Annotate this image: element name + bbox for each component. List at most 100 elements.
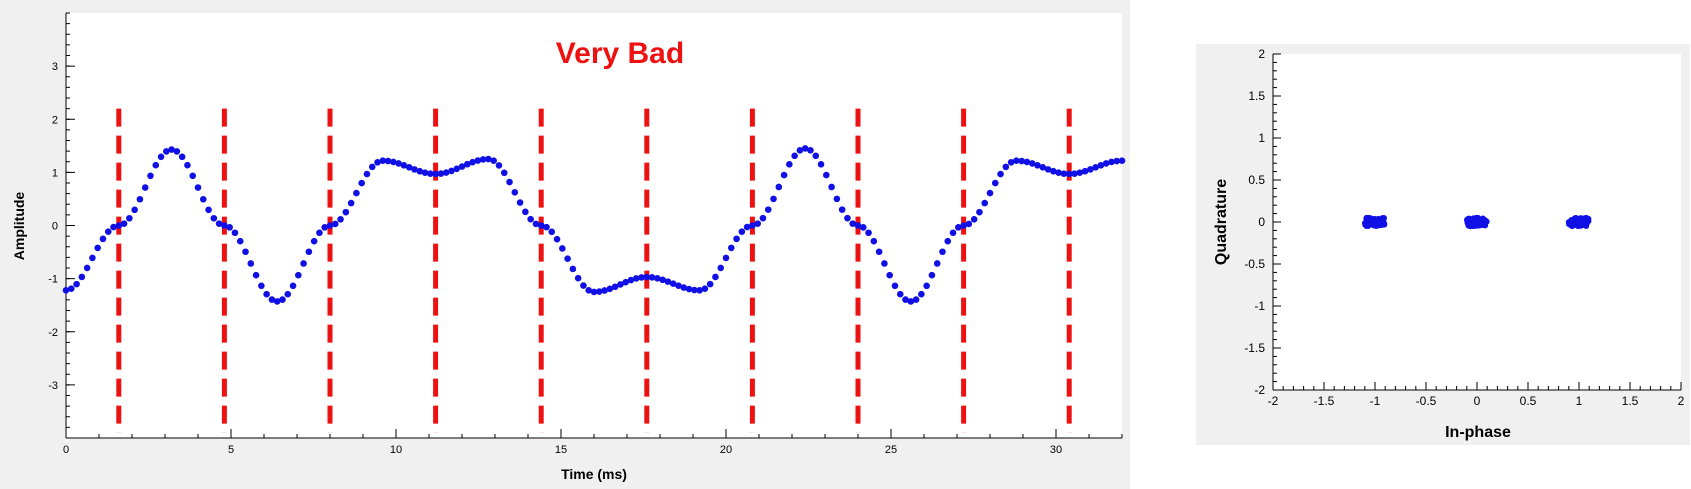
signal-point	[152, 161, 160, 169]
constellation-y-tick-label: 0.5	[1248, 173, 1265, 187]
signal-point	[955, 224, 962, 231]
signal-point	[543, 223, 550, 231]
signal-point	[1034, 161, 1041, 169]
signal-point	[970, 216, 978, 223]
signal-point	[390, 158, 397, 166]
signal-point	[691, 286, 698, 294]
signal-point	[844, 214, 851, 222]
signal-point	[886, 271, 893, 279]
signal-point	[881, 260, 888, 267]
signal-point	[537, 222, 545, 229]
signal-point	[648, 274, 656, 281]
constellation-point	[1363, 223, 1370, 230]
signal-point	[991, 179, 999, 187]
signal-point	[516, 199, 524, 206]
signal-point	[485, 155, 492, 163]
signal-point	[738, 228, 746, 235]
signal-point	[453, 165, 461, 173]
x-tick-label: 20	[720, 444, 732, 456]
constellation-point	[1571, 215, 1578, 222]
signal-point	[115, 222, 123, 229]
signal-point	[374, 158, 381, 166]
signal-point	[759, 214, 767, 222]
signal-point	[474, 157, 482, 164]
signal-point	[918, 290, 925, 298]
signal-point	[817, 161, 825, 168]
constellation-y-tick-label: 0	[1258, 215, 1265, 229]
signal-point	[94, 244, 101, 252]
signal-point	[221, 222, 228, 229]
signal-point	[273, 298, 281, 305]
x-tick-label: 15	[555, 444, 567, 456]
signal-point	[770, 195, 777, 203]
signal-point	[347, 199, 355, 207]
signal-point	[136, 195, 144, 203]
signal-point	[173, 148, 181, 155]
signal-point	[706, 280, 714, 288]
signal-point	[363, 170, 371, 178]
signal-point	[849, 220, 857, 227]
signal-point	[432, 170, 439, 178]
constellation-point	[1366, 216, 1373, 223]
signal-point	[733, 235, 740, 243]
signal-point	[210, 214, 218, 222]
signal-point	[500, 169, 508, 177]
signal-point	[764, 206, 772, 213]
sample-markers	[116, 108, 1072, 433]
constellation-x-tick-label: -2	[1268, 394, 1279, 408]
signal-point	[907, 298, 915, 305]
signal-point	[1065, 170, 1073, 178]
y-tick-label: -1	[48, 274, 58, 286]
y-tick-label: 0	[52, 221, 58, 233]
constellation-y-tick-label: 1.5	[1248, 89, 1265, 103]
y-axis-label: Amplitude	[11, 192, 27, 261]
signal-point	[305, 248, 313, 256]
signal-point	[939, 248, 946, 256]
constellation-point	[1465, 216, 1472, 223]
signal-point	[659, 276, 666, 284]
signal-point	[342, 208, 350, 216]
y-tick-label: 3	[52, 61, 58, 73]
signal-point	[141, 184, 149, 191]
x-tick-label: 30	[1050, 444, 1062, 456]
signal-point	[163, 148, 170, 155]
signal-point	[986, 189, 994, 197]
signal-point	[595, 288, 603, 295]
signal-point	[981, 199, 989, 207]
signal-point	[1102, 160, 1110, 167]
signal-point	[601, 287, 608, 294]
signal-point	[574, 274, 582, 282]
signal-point	[321, 224, 329, 231]
signal-point	[717, 264, 725, 272]
constellation-axes: -2 -1.5 -1 -0.5 0 0.5 1 1.5 2 -2 -1.5 -1 -0.5 0 0.5 1 1.…	[1244, 47, 1684, 408]
constellation-point	[1482, 222, 1489, 229]
signal-points	[62, 145, 1126, 305]
signal-point	[279, 296, 286, 303]
signal-point	[553, 235, 561, 243]
signal-point	[104, 228, 112, 235]
signal-point	[933, 260, 941, 267]
signal-point	[110, 223, 117, 231]
signal-point	[263, 290, 270, 298]
signal-point	[427, 170, 434, 177]
signal-point	[743, 223, 751, 231]
signal-point	[242, 248, 249, 256]
signal-point	[67, 285, 75, 293]
signal-point	[258, 282, 265, 290]
y-tick-label: -2	[48, 327, 58, 339]
signal-point	[1044, 166, 1052, 173]
signal-point	[168, 146, 175, 153]
signal-point	[300, 260, 307, 267]
signal-point	[590, 288, 598, 296]
signal-point	[928, 271, 936, 279]
signal-point	[395, 160, 402, 167]
signal-point	[585, 286, 593, 294]
signal-point	[675, 282, 682, 290]
signal-point	[669, 280, 677, 287]
signal-point	[62, 287, 70, 294]
signal-point	[199, 195, 207, 203]
signal-point	[83, 264, 91, 272]
constellation-x-tick-label: -1	[1370, 394, 1381, 408]
signal-point	[316, 229, 323, 237]
signal-point	[997, 170, 1004, 178]
